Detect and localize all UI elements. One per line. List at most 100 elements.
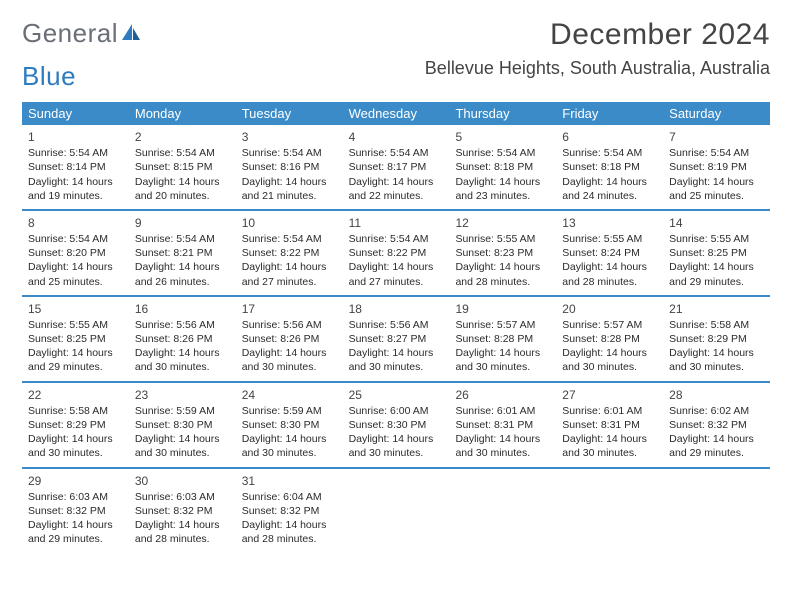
calendar-day-cell: 9Sunrise: 5:54 AMSunset: 8:21 PMDaylight… — [129, 211, 236, 295]
day-number: 11 — [349, 215, 444, 231]
sunrise-line: Sunrise: 5:54 AM — [669, 146, 764, 160]
calendar-day-cell: 18Sunrise: 5:56 AMSunset: 8:27 PMDayligh… — [343, 297, 450, 381]
sunrise-line: Sunrise: 5:54 AM — [349, 146, 444, 160]
daylight-line: Daylight: 14 hours and 26 minutes. — [135, 260, 230, 288]
day-number: 18 — [349, 301, 444, 317]
sunrise-line: Sunrise: 5:56 AM — [242, 318, 337, 332]
daylight-line: Daylight: 14 hours and 30 minutes. — [669, 346, 764, 374]
sunset-line: Sunset: 8:32 PM — [242, 504, 337, 518]
sunrise-line: Sunrise: 5:56 AM — [135, 318, 230, 332]
daylight-line: Daylight: 14 hours and 30 minutes. — [562, 346, 657, 374]
sunrise-line: Sunrise: 6:03 AM — [135, 490, 230, 504]
day-number: 22 — [28, 387, 123, 403]
calendar-day-cell: 31Sunrise: 6:04 AMSunset: 8:32 PMDayligh… — [236, 469, 343, 553]
calendar-day-cell: 28Sunrise: 6:02 AMSunset: 8:32 PMDayligh… — [663, 383, 770, 467]
sunset-line: Sunset: 8:14 PM — [28, 160, 123, 174]
sunset-line: Sunset: 8:22 PM — [242, 246, 337, 260]
calendar-day-cell: 15Sunrise: 5:55 AMSunset: 8:25 PMDayligh… — [22, 297, 129, 381]
day-number: 28 — [669, 387, 764, 403]
calendar-day-cell: 16Sunrise: 5:56 AMSunset: 8:26 PMDayligh… — [129, 297, 236, 381]
sunrise-line: Sunrise: 5:54 AM — [562, 146, 657, 160]
daylight-line: Daylight: 14 hours and 30 minutes. — [135, 432, 230, 460]
daylight-line: Daylight: 14 hours and 30 minutes. — [28, 432, 123, 460]
sunset-line: Sunset: 8:31 PM — [562, 418, 657, 432]
calendar-day-cell: 10Sunrise: 5:54 AMSunset: 8:22 PMDayligh… — [236, 211, 343, 295]
daylight-line: Daylight: 14 hours and 30 minutes. — [135, 346, 230, 374]
day-number: 19 — [455, 301, 550, 317]
calendar-day-cell — [556, 469, 663, 553]
calendar-week: 22Sunrise: 5:58 AMSunset: 8:29 PMDayligh… — [22, 383, 770, 469]
sunset-line: Sunset: 8:28 PM — [455, 332, 550, 346]
sunset-line: Sunset: 8:32 PM — [135, 504, 230, 518]
calendar-day-cell: 2Sunrise: 5:54 AMSunset: 8:15 PMDaylight… — [129, 125, 236, 209]
dow-tuesday: Tuesday — [236, 102, 343, 125]
dow-thursday: Thursday — [449, 102, 556, 125]
sunrise-line: Sunrise: 5:59 AM — [135, 404, 230, 418]
daylight-line: Daylight: 14 hours and 20 minutes. — [135, 175, 230, 203]
day-number: 1 — [28, 129, 123, 145]
sunrise-line: Sunrise: 5:57 AM — [562, 318, 657, 332]
weeks-container: 1Sunrise: 5:54 AMSunset: 8:14 PMDaylight… — [22, 125, 770, 552]
calendar-day-cell: 13Sunrise: 5:55 AMSunset: 8:24 PMDayligh… — [556, 211, 663, 295]
calendar-week: 15Sunrise: 5:55 AMSunset: 8:25 PMDayligh… — [22, 297, 770, 383]
daylight-line: Daylight: 14 hours and 30 minutes. — [455, 346, 550, 374]
calendar-day-cell: 30Sunrise: 6:03 AMSunset: 8:32 PMDayligh… — [129, 469, 236, 553]
day-number: 6 — [562, 129, 657, 145]
daylight-line: Daylight: 14 hours and 25 minutes. — [28, 260, 123, 288]
daylight-line: Daylight: 14 hours and 30 minutes. — [242, 432, 337, 460]
calendar-day-cell — [663, 469, 770, 553]
title-block: December 2024 Bellevue Heights, South Au… — [425, 18, 770, 79]
page-title: December 2024 — [425, 18, 770, 52]
day-number: 7 — [669, 129, 764, 145]
daylight-line: Daylight: 14 hours and 23 minutes. — [455, 175, 550, 203]
dow-sunday: Sunday — [22, 102, 129, 125]
sunset-line: Sunset: 8:26 PM — [242, 332, 337, 346]
brand-logo: General — [22, 18, 142, 49]
day-number: 10 — [242, 215, 337, 231]
calendar-day-cell: 4Sunrise: 5:54 AMSunset: 8:17 PMDaylight… — [343, 125, 450, 209]
calendar-day-cell: 7Sunrise: 5:54 AMSunset: 8:19 PMDaylight… — [663, 125, 770, 209]
daylight-line: Daylight: 14 hours and 29 minutes. — [28, 518, 123, 546]
sunset-line: Sunset: 8:18 PM — [455, 160, 550, 174]
sunrise-line: Sunrise: 5:58 AM — [28, 404, 123, 418]
brand-word-1: General — [22, 18, 118, 49]
calendar-day-cell: 11Sunrise: 5:54 AMSunset: 8:22 PMDayligh… — [343, 211, 450, 295]
daylight-line: Daylight: 14 hours and 28 minutes. — [455, 260, 550, 288]
daylight-line: Daylight: 14 hours and 30 minutes. — [562, 432, 657, 460]
calendar-day-cell: 8Sunrise: 5:54 AMSunset: 8:20 PMDaylight… — [22, 211, 129, 295]
calendar-day-cell: 19Sunrise: 5:57 AMSunset: 8:28 PMDayligh… — [449, 297, 556, 381]
day-number: 9 — [135, 215, 230, 231]
sunrise-line: Sunrise: 5:59 AM — [242, 404, 337, 418]
sunset-line: Sunset: 8:25 PM — [28, 332, 123, 346]
calendar-day-cell: 26Sunrise: 6:01 AMSunset: 8:31 PMDayligh… — [449, 383, 556, 467]
day-number: 20 — [562, 301, 657, 317]
sunrise-line: Sunrise: 5:55 AM — [455, 232, 550, 246]
sunrise-line: Sunrise: 5:55 AM — [669, 232, 764, 246]
sunrise-line: Sunrise: 5:58 AM — [669, 318, 764, 332]
dow-friday: Friday — [556, 102, 663, 125]
day-number: 31 — [242, 473, 337, 489]
sunset-line: Sunset: 8:30 PM — [242, 418, 337, 432]
calendar-day-cell: 27Sunrise: 6:01 AMSunset: 8:31 PMDayligh… — [556, 383, 663, 467]
sunset-line: Sunset: 8:32 PM — [669, 418, 764, 432]
day-number: 12 — [455, 215, 550, 231]
daylight-line: Daylight: 14 hours and 19 minutes. — [28, 175, 123, 203]
calendar-day-cell: 17Sunrise: 5:56 AMSunset: 8:26 PMDayligh… — [236, 297, 343, 381]
day-number: 16 — [135, 301, 230, 317]
sunrise-line: Sunrise: 5:54 AM — [242, 146, 337, 160]
sunrise-line: Sunrise: 5:54 AM — [28, 146, 123, 160]
sunset-line: Sunset: 8:22 PM — [349, 246, 444, 260]
sunset-line: Sunset: 8:31 PM — [455, 418, 550, 432]
calendar-week: 29Sunrise: 6:03 AMSunset: 8:32 PMDayligh… — [22, 469, 770, 553]
daylight-line: Daylight: 14 hours and 29 minutes. — [669, 432, 764, 460]
daylight-line: Daylight: 14 hours and 27 minutes. — [349, 260, 444, 288]
daylight-line: Daylight: 14 hours and 30 minutes. — [455, 432, 550, 460]
day-number: 25 — [349, 387, 444, 403]
sunrise-line: Sunrise: 5:54 AM — [455, 146, 550, 160]
day-number: 13 — [562, 215, 657, 231]
sunset-line: Sunset: 8:29 PM — [669, 332, 764, 346]
dow-wednesday: Wednesday — [343, 102, 450, 125]
sail-icon — [120, 22, 142, 42]
sunset-line: Sunset: 8:27 PM — [349, 332, 444, 346]
day-number: 29 — [28, 473, 123, 489]
